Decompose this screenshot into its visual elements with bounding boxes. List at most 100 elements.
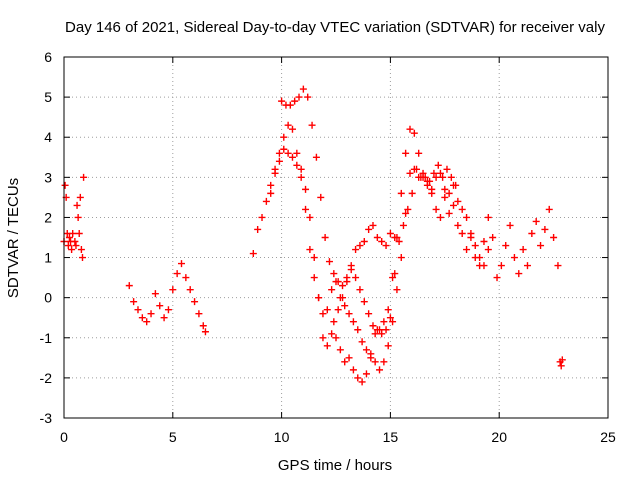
data-point xyxy=(376,366,384,374)
data-point xyxy=(410,129,418,137)
data-point xyxy=(382,326,390,334)
data-point xyxy=(356,286,364,294)
data-point xyxy=(341,302,349,310)
data-point xyxy=(378,238,386,246)
data-point xyxy=(302,185,310,193)
data-point xyxy=(458,229,466,237)
data-point xyxy=(557,362,565,370)
data-point xyxy=(267,189,275,197)
data-point xyxy=(434,161,442,169)
data-point xyxy=(254,225,262,233)
ticks: 0 5 10 15 20 25 -3 -2 -1 0 1 2 3 4 5 6 xyxy=(40,49,616,445)
data-point xyxy=(384,306,392,314)
data-point xyxy=(319,310,327,318)
data-point xyxy=(275,157,283,165)
data-point xyxy=(130,298,138,306)
data-point xyxy=(310,274,318,282)
data-point xyxy=(334,278,342,286)
data-point xyxy=(430,169,438,177)
data-point xyxy=(75,229,83,237)
data-point xyxy=(497,262,505,270)
data-point xyxy=(550,234,558,241)
data-point xyxy=(406,125,414,133)
data-point xyxy=(373,234,381,241)
data-point xyxy=(386,229,394,237)
data-points xyxy=(60,85,566,386)
data-point xyxy=(537,242,545,250)
data-point xyxy=(467,229,475,237)
data-point xyxy=(306,213,314,221)
data-point xyxy=(125,282,133,290)
data-point xyxy=(445,189,453,197)
data-point xyxy=(288,153,296,161)
data-point xyxy=(182,274,190,282)
data-point xyxy=(454,221,462,229)
data-point xyxy=(415,149,423,157)
data-point xyxy=(284,121,292,129)
y-tick-label: 3 xyxy=(44,169,52,185)
data-point xyxy=(352,246,360,254)
data-point xyxy=(360,238,368,246)
data-point xyxy=(347,262,355,270)
data-point xyxy=(408,189,416,197)
plot-frame xyxy=(63,56,609,419)
series-segment-6 xyxy=(330,221,399,326)
data-point xyxy=(352,274,360,282)
data-point xyxy=(288,125,296,133)
data-point xyxy=(61,181,69,189)
data-point xyxy=(441,185,449,193)
data-point xyxy=(64,242,72,250)
data-point xyxy=(389,274,397,282)
data-point xyxy=(506,221,514,229)
data-point xyxy=(380,318,388,326)
chart-title: Day 146 of 2021, Sidereal Day-to-day VTE… xyxy=(65,19,605,36)
data-point xyxy=(391,234,399,241)
y-tick-label: 2 xyxy=(44,209,52,225)
data-point xyxy=(280,133,288,141)
y-tick-label: -3 xyxy=(40,410,53,426)
y-tick-label: 5 xyxy=(44,89,52,105)
data-point xyxy=(413,165,421,173)
data-point xyxy=(432,205,440,213)
y-axis-label: SDTVAR / TECUs xyxy=(5,178,22,298)
data-point xyxy=(382,242,390,250)
data-point xyxy=(191,298,199,306)
data-point xyxy=(156,302,164,310)
data-point xyxy=(321,234,329,241)
data-point xyxy=(297,173,305,181)
y-tick-label: -2 xyxy=(40,370,53,386)
data-point xyxy=(278,97,286,105)
data-point xyxy=(325,258,333,266)
data-point xyxy=(293,161,301,169)
data-point xyxy=(299,85,307,93)
data-point xyxy=(395,238,403,246)
data-point xyxy=(399,221,407,229)
data-point xyxy=(143,318,151,326)
data-point xyxy=(306,246,314,254)
data-point xyxy=(463,246,471,254)
data-point xyxy=(484,246,492,254)
data-point xyxy=(369,221,377,229)
data-point xyxy=(480,238,488,246)
data-point xyxy=(160,314,168,322)
data-point xyxy=(419,169,427,177)
data-point xyxy=(275,149,283,157)
data-point xyxy=(315,294,323,302)
y-tick-label: 1 xyxy=(44,250,52,266)
data-point xyxy=(73,201,81,209)
data-point xyxy=(199,322,207,330)
data-point xyxy=(295,93,303,101)
data-point xyxy=(515,270,523,278)
data-point xyxy=(304,93,312,101)
data-point xyxy=(397,254,405,262)
data-point xyxy=(249,250,257,258)
data-point xyxy=(373,326,381,334)
data-point xyxy=(510,254,518,262)
data-point xyxy=(389,318,397,326)
data-point xyxy=(71,238,79,246)
data-point xyxy=(452,181,460,189)
data-point xyxy=(360,298,368,306)
data-point xyxy=(476,254,484,262)
data-point xyxy=(447,173,455,181)
